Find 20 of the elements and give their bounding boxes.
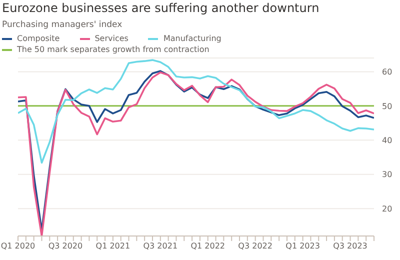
y-tick-label: 60	[382, 68, 392, 77]
legend-label: Composite	[17, 34, 60, 43]
y-tick-label: 20	[382, 204, 392, 214]
x-tick-label: Q1 2023	[286, 242, 320, 251]
x-tick-label: Q3 2022	[238, 242, 272, 251]
y-tick-label: 40	[382, 136, 392, 145]
legend-label: The 50 mark separates growth from contraction	[17, 45, 210, 54]
y-tick-label: 50	[382, 102, 392, 111]
legend-label: Services	[94, 34, 128, 43]
chart-title: Eurozone businesses are suffering another downturn	[2, 1, 320, 15]
x-tick-label: Q3 2020	[48, 242, 83, 251]
x-tick-label: Q1 2020	[0, 242, 36, 251]
x-tick-label: Q3 2023	[333, 242, 368, 251]
line-series	[18, 59, 374, 164]
legend-label: Manufacturing	[163, 34, 222, 43]
chart-subtitle: Purchasing managers' index	[2, 20, 124, 30]
x-tick-label: Q1 2021	[96, 242, 130, 251]
x-tick-label: Q3 2021	[143, 242, 178, 251]
x-tick-label: Q1 2022	[190, 242, 226, 251]
y-tick-label: 30	[382, 170, 392, 180]
